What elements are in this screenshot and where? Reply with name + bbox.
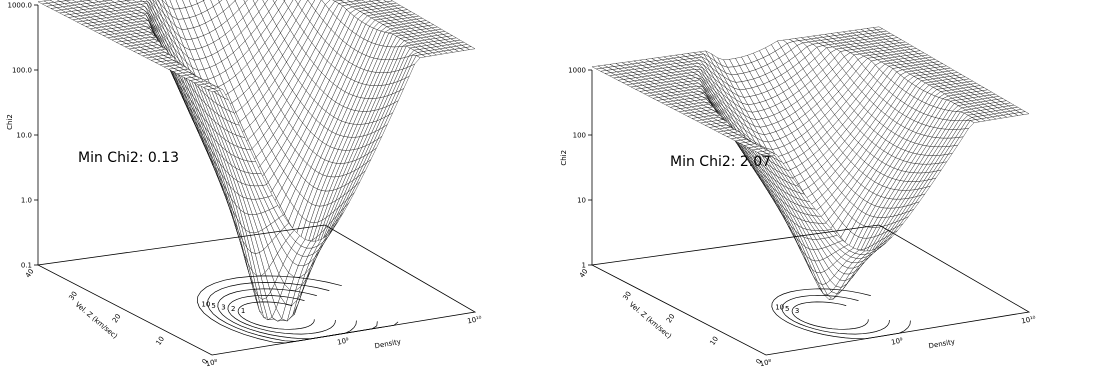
z-tick-label: 100 xyxy=(573,132,586,140)
chart-panel-right: 10 5 3 1 10 100 1000 0 10 20 30 40 10⁸ 10⁹ 10¹⁰ Chi2 … xyxy=(554,0,1107,370)
floor-plane xyxy=(590,224,1031,356)
chi2-surface-mesh xyxy=(591,26,1030,300)
min-chi2-annotation: Min Chi2: 0.13 xyxy=(78,150,179,166)
contour-line xyxy=(227,294,336,335)
contour-line xyxy=(771,288,911,340)
y-tick-label: 20 xyxy=(665,313,677,325)
x-axis-label: Density xyxy=(928,338,956,351)
surface-cell xyxy=(465,46,476,50)
axis-ticks: 1 10 100 1000 0 10 20 30 40 10⁸ 10⁹ 10¹⁰ xyxy=(568,67,1037,369)
surface-cell xyxy=(1019,111,1030,115)
x-tick-label: 10⁸ xyxy=(759,358,772,368)
contour-lines: 10 5 3 xyxy=(771,288,911,340)
contour-label: 3 xyxy=(795,307,799,315)
z-tick-label: 100.0 xyxy=(12,67,32,75)
surface-cell xyxy=(295,0,301,5)
x-tick-label: 10⁸ xyxy=(205,358,218,368)
floor-outline xyxy=(590,224,1031,356)
z-axis-label: Chi2 xyxy=(6,114,14,130)
contour-label: 2 xyxy=(231,305,235,313)
z-tick-label: 10 xyxy=(577,197,586,205)
contour-label: 5 xyxy=(785,305,789,313)
y-tick-label: 10 xyxy=(154,335,166,347)
contour-label: 1 xyxy=(241,307,245,315)
surface-cell xyxy=(272,0,277,4)
z-tick-label: 0.1 xyxy=(21,262,32,270)
y-tick-label: 30 xyxy=(67,290,79,302)
y-tick-label: 0 xyxy=(201,358,210,366)
surface-cell xyxy=(252,0,259,5)
surface-cell xyxy=(243,0,248,4)
x-tick-label: 10¹⁰ xyxy=(467,315,483,326)
contour-line xyxy=(217,288,357,340)
contour-label: 10 xyxy=(775,304,784,312)
z-tick-label: 10.0 xyxy=(16,132,32,140)
z-tick-label: 1 xyxy=(582,262,586,270)
y-tick-label: 20 xyxy=(111,313,123,325)
y-tick-label: 0 xyxy=(755,358,764,366)
contour-label: 3 xyxy=(221,304,225,312)
contour-line xyxy=(791,301,869,330)
y-tick-label: 40 xyxy=(578,268,590,280)
min-chi2-annotation: Min Chi2: 2.07 xyxy=(670,154,771,170)
surface-cell xyxy=(262,0,268,5)
chart-panel-left: 10 5 3 2 1 0.1 1.0 10.0 100.0 1000.0 0 10 20 30 40 10⁸… xyxy=(0,0,553,370)
z-tick-label: 1000 xyxy=(568,67,586,75)
z-axis-label: Chi2 xyxy=(560,150,568,166)
chi2-surface-mesh xyxy=(37,0,476,322)
y-tick-label: 30 xyxy=(621,290,633,302)
contour-line xyxy=(781,294,890,335)
x-tick-label: 10⁹ xyxy=(337,336,350,346)
contour-line xyxy=(237,301,315,330)
contour-lines: 10 5 3 2 1 xyxy=(196,275,399,344)
surface-plot: 10 5 3 2 1 0.11.010.0100.01000.001020304010⁸… xyxy=(6,0,483,369)
contour-label: 5 xyxy=(211,302,215,310)
y-tick-label: 40 xyxy=(24,268,36,280)
surface-cell xyxy=(307,0,316,6)
x-axis-label: Density xyxy=(374,338,402,351)
x-tick-label: 10⁹ xyxy=(891,336,904,346)
contour-label: 10 xyxy=(201,300,210,308)
z-tick-label: 1000.0 xyxy=(8,2,33,10)
y-tick-label: 10 xyxy=(708,335,720,347)
x-tick-label: 10¹⁰ xyxy=(1021,315,1037,326)
axis-ticks: 0.1 1.0 10.0 100.0 1000.0 0 10 20 30 40 10⁸ 10⁹ 10¹⁰ xyxy=(8,2,483,369)
z-tick-label: 1.0 xyxy=(21,197,32,205)
